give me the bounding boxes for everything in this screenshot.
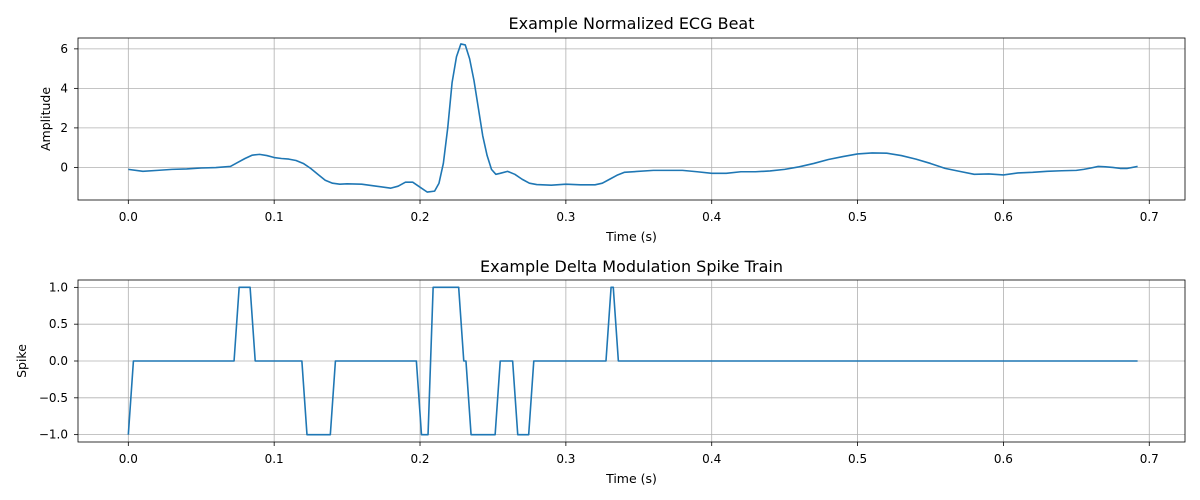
- y-tick-label: −0.5: [39, 391, 68, 405]
- x-tick-label: 0.3: [556, 210, 575, 224]
- x-tick-label: 0.5: [848, 452, 867, 466]
- y-tick-label: 0: [60, 160, 68, 174]
- y-tick-label: −1.0: [39, 428, 68, 442]
- chart-panel-1: 0.0 0.1 0.2 0.3 0.4 0.5 0.6 0.7 0 2 4 6 Example Norm…: [38, 14, 1186, 244]
- x-tick-label: 0.0: [119, 210, 138, 224]
- x-axis-label: Time (s): [605, 229, 657, 244]
- y-axis-label: Amplitude: [38, 87, 53, 151]
- y-axis-label: Spike: [14, 344, 29, 378]
- x-tick-label: 0.3: [556, 452, 575, 466]
- y-tick-label: 0.0: [49, 354, 68, 368]
- x-tick-label: 0.1: [265, 452, 284, 466]
- x-tick-label: 0.7: [1140, 452, 1159, 466]
- x-tick-label: 0.7: [1140, 210, 1159, 224]
- x-tick-label: 0.5: [848, 210, 867, 224]
- chart-title: Example Delta Modulation Spike Train: [480, 257, 783, 276]
- series-line: [127, 286, 1138, 436]
- axes-frame: [77, 37, 1186, 201]
- x-tick-label: 0.1: [265, 210, 284, 224]
- x-axis-label: Time (s): [605, 471, 657, 486]
- series-line: [128, 43, 1138, 193]
- x-tick-label: 0.4: [702, 210, 721, 224]
- y-tick-label: 2: [60, 121, 68, 135]
- chart-panel-2: 0.0 0.1 0.2 0.3 0.4 0.5 0.6 0.7 −1.0 −0.5 0.0 0.5 1.…: [14, 257, 1186, 486]
- x-tick-label: 0.2: [410, 452, 429, 466]
- y-tick-label: 1.0: [49, 280, 68, 294]
- y-tick-label: 0.5: [49, 317, 68, 331]
- x-tick-label: 0.6: [994, 452, 1013, 466]
- x-tick-label: 0.2: [410, 210, 429, 224]
- x-tick-label: 0.0: [119, 452, 138, 466]
- x-tick-label: 0.4: [702, 452, 721, 466]
- y-tick-label: 4: [60, 81, 68, 95]
- y-tick-label: 6: [60, 42, 68, 56]
- chart-title: Example Normalized ECG Beat: [509, 14, 755, 33]
- x-tick-label: 0.6: [994, 210, 1013, 224]
